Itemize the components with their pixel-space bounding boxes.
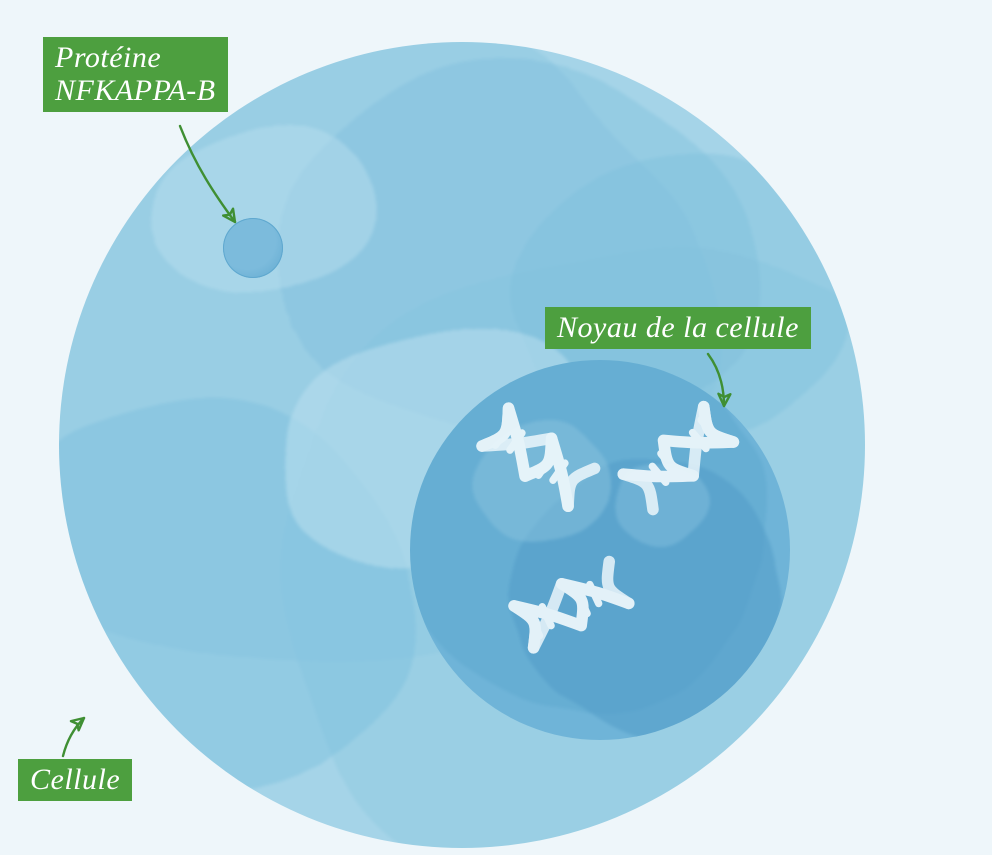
label-cell-text: Cellule (30, 763, 120, 796)
label-protein-line2: NFKAPPA-B (55, 74, 216, 107)
diagram-canvas: Protéine NFKAPPA-B Noyau de la cellule C… (0, 0, 992, 855)
label-protein: Protéine NFKAPPA-B (43, 37, 228, 112)
label-cell: Cellule (18, 759, 132, 801)
label-nucleus: Noyau de la cellule (545, 307, 811, 349)
label-nucleus-text: Noyau de la cellule (557, 311, 799, 344)
arrows-layer (0, 0, 992, 855)
label-protein-line1: Protéine (55, 41, 216, 74)
